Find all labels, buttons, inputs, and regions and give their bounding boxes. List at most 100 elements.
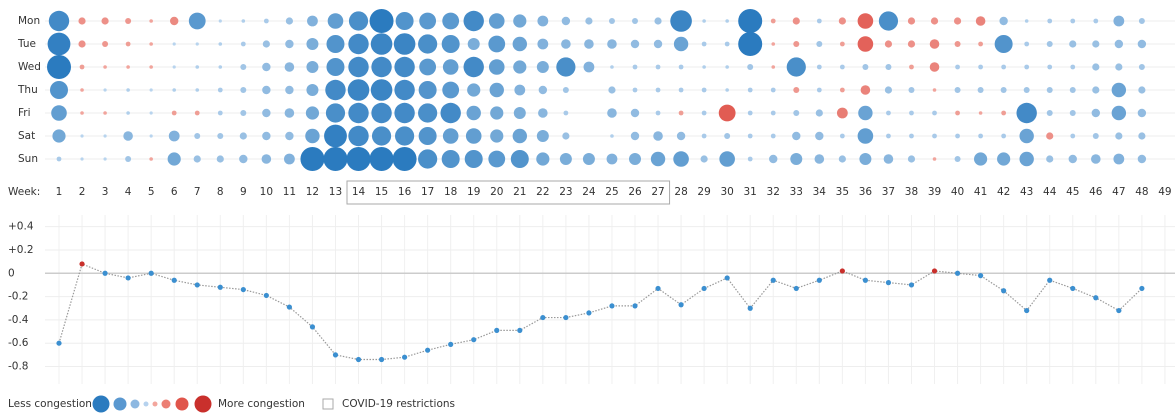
bubble: [103, 157, 107, 161]
point: [309, 324, 316, 330]
bubble: [536, 130, 549, 142]
bubble: [908, 87, 915, 93]
bubble: [839, 64, 845, 70]
point: [286, 304, 292, 310]
bubble: [838, 17, 846, 25]
bubble: [285, 131, 294, 141]
bubble: [56, 156, 62, 162]
bubble: [793, 87, 800, 93]
bubble: [149, 19, 153, 23]
x-tick-label: 17: [421, 186, 434, 198]
point: [240, 286, 246, 293]
bubble: [125, 41, 131, 47]
bubble: [305, 128, 320, 144]
bubble: [884, 40, 893, 48]
bubble: [463, 56, 484, 78]
bubble: [240, 87, 247, 93]
x-tick-label: 9: [240, 186, 247, 198]
bubble: [1046, 41, 1053, 47]
point: [102, 270, 108, 276]
bubble: [1070, 18, 1076, 24]
bubble: [262, 40, 270, 48]
bubble: [149, 134, 153, 138]
bubble: [701, 110, 707, 116]
bubble: [954, 87, 961, 93]
legend-less: Less congestion: [8, 398, 92, 410]
bubble: [463, 10, 484, 32]
bubble: [816, 41, 823, 47]
bubble: [858, 105, 873, 121]
x-tick-label: 40: [951, 186, 964, 198]
bubble: [326, 58, 345, 76]
x-tick-label: 12: [306, 186, 319, 198]
bubble: [678, 64, 684, 70]
bubble: [123, 131, 133, 141]
bubble: [325, 103, 346, 123]
bubble: [974, 152, 988, 166]
bubble: [738, 9, 763, 33]
bubble: [655, 110, 661, 116]
x-tick-label: 37: [882, 186, 895, 198]
bubble: [285, 17, 293, 25]
bubble: [195, 88, 200, 92]
bubble: [467, 83, 481, 97]
legend-covid-box: [322, 398, 334, 410]
bubble: [929, 62, 940, 72]
point: [402, 354, 408, 360]
bubble: [490, 129, 504, 143]
bubble: [770, 133, 776, 139]
y-tick-label: -0.6: [8, 337, 29, 349]
bubble: [770, 110, 776, 116]
bubble: [513, 107, 526, 119]
legend-bubble: [143, 401, 149, 407]
bubble: [125, 18, 132, 24]
bubble: [630, 39, 640, 49]
bubble: [978, 133, 983, 139]
point: [448, 341, 454, 347]
bubble: [886, 110, 891, 116]
point: [125, 275, 131, 281]
bubble: [607, 108, 617, 118]
bubble: [80, 88, 84, 92]
bubble: [149, 65, 153, 69]
bubble: [125, 156, 132, 162]
bubble: [103, 65, 107, 69]
bubble: [930, 17, 939, 25]
point: [217, 284, 223, 290]
bubble: [514, 84, 526, 96]
bubble: [1091, 154, 1101, 164]
bubble: [442, 128, 459, 144]
point: [1093, 295, 1099, 301]
bubble: [538, 108, 548, 118]
bubble: [857, 128, 874, 144]
bubble: [284, 153, 295, 165]
x-tick-label: 35: [836, 186, 849, 198]
bubble: [51, 105, 67, 121]
bubble: [977, 87, 984, 93]
x-tick-label: 2: [79, 186, 86, 198]
bubble: [839, 87, 845, 93]
x-tick-label: 43: [1020, 186, 1033, 198]
bubble: [678, 87, 684, 93]
legend-bubble: [194, 395, 212, 413]
bubble: [932, 88, 937, 92]
bubble: [607, 39, 617, 49]
bubble: [101, 17, 109, 25]
bubble: [1070, 133, 1076, 139]
bubble: [488, 35, 506, 53]
bubble: [700, 155, 708, 163]
x-tick-label: 18: [444, 186, 457, 198]
bubble: [240, 110, 247, 116]
x-axis-label: Week:: [8, 186, 40, 198]
x-tick-label: 13: [329, 186, 342, 198]
bubble: [78, 40, 86, 48]
bubble: [1016, 102, 1037, 124]
point: [793, 285, 799, 292]
bubble: [1113, 153, 1125, 165]
bubble: [418, 34, 438, 54]
x-tick-label: 49: [1158, 186, 1171, 198]
x-tick-label: 30: [720, 186, 733, 198]
legend-scale: [92, 395, 212, 413]
bubble: [770, 87, 776, 93]
bubble: [1069, 40, 1077, 48]
